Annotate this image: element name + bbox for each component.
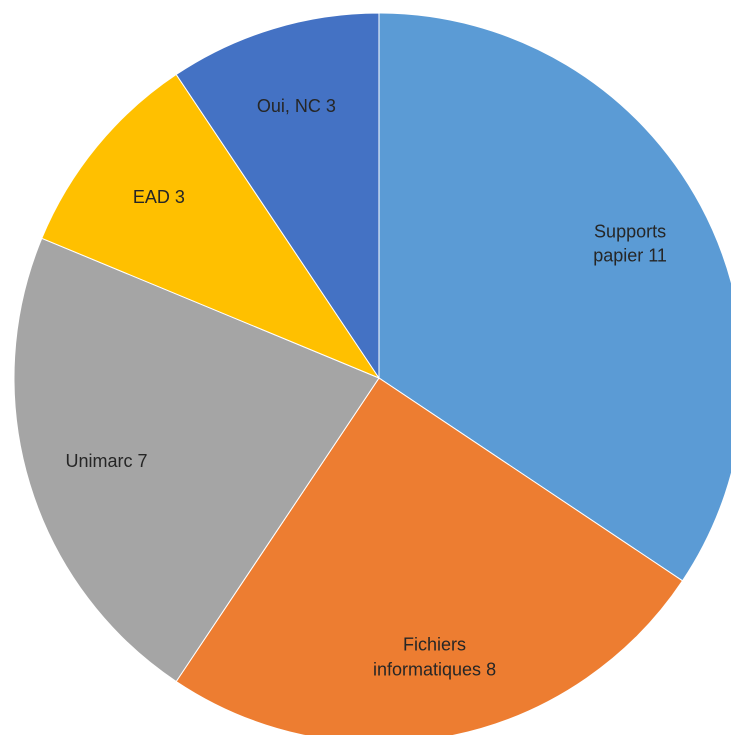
category-label: Unimarc [65, 450, 133, 471]
value-label: 8 [486, 659, 497, 680]
category-label: Oui, NC [256, 95, 321, 116]
slice-label: Supports papier 11 [580, 219, 681, 268]
pie-slice [41, 73, 381, 380]
slice-label: Oui, NC 3 [257, 93, 336, 117]
pie-slice [175, 377, 684, 735]
category-label: Fichiers informatiques [372, 634, 482, 680]
slice-label: EAD 3 [133, 185, 185, 209]
value-label: 7 [137, 450, 148, 471]
category-label: Supports papier [593, 221, 667, 266]
value-label: 3 [325, 95, 336, 116]
slice-label: Fichiers informatiques 8 [360, 633, 510, 682]
category-label: EAD [132, 187, 170, 208]
pie-slice [13, 237, 380, 683]
pie-slice [378, 12, 731, 582]
pie-slice [175, 12, 380, 380]
value-label: 3 [174, 187, 185, 208]
value-label: 11 [648, 245, 667, 266]
slice-label: Unimarc 7 [66, 448, 148, 472]
